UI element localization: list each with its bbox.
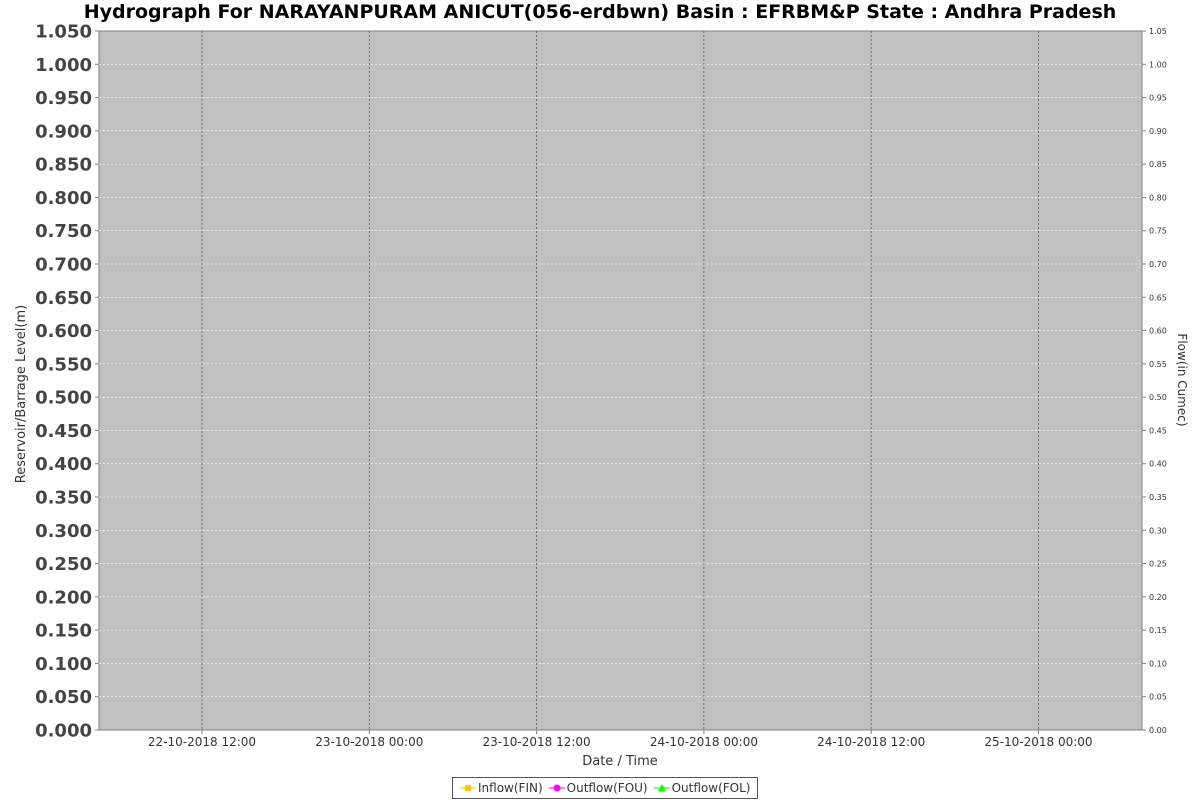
y2-axis-label: Flow(in Cumec) — [1175, 333, 1189, 426]
y2-tick-label: 0.95 — [1149, 94, 1167, 103]
x-tick-label: 22-10-2018 12:00 — [148, 735, 256, 749]
y2-tick-label: 0.85 — [1149, 160, 1167, 169]
y-tick-label: 0.950 — [35, 88, 92, 109]
x-tick-label: 24-10-2018 00:00 — [650, 735, 758, 749]
y-tick-label: 0.750 — [35, 221, 92, 242]
y2-tick-label: 0.60 — [1149, 327, 1167, 336]
y2-tick-label: 0.70 — [1149, 260, 1167, 269]
y-tick-label: 0.900 — [35, 121, 92, 142]
x-axis-label: Date / Time — [582, 754, 658, 769]
y-tick-label: 0.100 — [35, 654, 92, 675]
y-tick-label: 0.200 — [35, 587, 92, 608]
legend-label: Outflow(FOL) — [671, 781, 751, 795]
legend-marker-square-icon — [460, 785, 476, 791]
legend-marker-circle-icon — [548, 784, 565, 792]
y-tick-label: 1.000 — [35, 55, 92, 76]
y-tick-label: 0.600 — [35, 321, 92, 342]
y-tick-label: 0.850 — [35, 155, 92, 176]
y2-tick-label: 0.90 — [1149, 127, 1167, 136]
y2-tick-label: 0.80 — [1149, 193, 1167, 202]
y2-tick-label: 0.35 — [1149, 493, 1167, 502]
y2-tick-label: 0.20 — [1149, 593, 1167, 602]
left-axis-tick-labels: 0.000 0.050 0.100 0.150 0.200 0.250 0.300 0.350… — [35, 22, 99, 742]
x-tick-label: 25-10-2018 00:00 — [984, 735, 1092, 749]
vertical-gridlines — [201, 31, 1039, 730]
y-tick-label: 0.650 — [35, 288, 92, 309]
legend-label: Inflow(FIN) — [478, 781, 543, 795]
y-tick-label: 0.800 — [35, 188, 92, 209]
y-tick-label: 0.300 — [35, 521, 92, 542]
y-tick-label: 0.000 — [35, 721, 92, 742]
x-tick-label: 23-10-2018 00:00 — [315, 735, 423, 749]
y2-tick-label: 0.45 — [1149, 426, 1167, 435]
y-tick-label: 0.450 — [35, 421, 92, 442]
chart-legend: Inflow(FIN) Outflow(FOU) Outflow(FOL) — [452, 777, 759, 799]
y2-tick-label: 0.55 — [1149, 360, 1167, 369]
y-axis-label: Reservoir/Barrage Level(m) — [14, 305, 29, 483]
chart-title: Hydrograph For NARAYANPURAM ANICUT(056-e… — [83, 1, 1117, 23]
legend-marker-triangle-icon — [653, 784, 670, 792]
legend-label: Outflow(FOU) — [566, 781, 648, 795]
legend-entry-outflow-fou: Outflow(FOU) — [548, 781, 648, 795]
y2-tick-label: 0.00 — [1149, 726, 1167, 735]
y-tick-label: 0.150 — [35, 621, 92, 642]
y2-tick-label: 0.25 — [1149, 560, 1167, 569]
y2-tick-label: 1.05 — [1149, 27, 1167, 36]
legend-entry-outflow-fol: Outflow(FOL) — [653, 781, 751, 795]
y2-tick-label: 0.65 — [1149, 293, 1167, 302]
y-tick-label: 0.700 — [35, 255, 92, 276]
horizontal-gridlines — [99, 63, 1142, 698]
y-tick-label: 0.550 — [35, 354, 92, 375]
plot-area — [98, 30, 1143, 731]
y-tick-label: 0.350 — [35, 488, 92, 509]
y2-tick-label: 0.50 — [1149, 393, 1167, 402]
right-axis-tick-labels: 0.00 0.05 0.10 0.15 0.20 0.25 0.30 0.35 0.40 0.45… — [1142, 27, 1167, 735]
y2-tick-label: 0.10 — [1149, 659, 1167, 668]
y2-tick-label: 1.00 — [1149, 60, 1167, 69]
y-tick-label: 1.050 — [35, 22, 92, 43]
x-tick-label: 23-10-2018 12:00 — [483, 735, 591, 749]
y2-tick-label: 0.75 — [1149, 227, 1167, 236]
legend-entry-inflow-fin: Inflow(FIN) — [460, 781, 543, 795]
y-tick-label: 0.400 — [35, 454, 92, 475]
x-tick-label: 24-10-2018 12:00 — [817, 735, 925, 749]
y2-tick-label: 0.30 — [1149, 526, 1167, 535]
y2-tick-label: 0.15 — [1149, 626, 1167, 635]
y2-tick-label: 0.05 — [1149, 693, 1167, 702]
y2-tick-label: 0.40 — [1149, 460, 1167, 469]
y-tick-label: 0.050 — [35, 687, 92, 708]
y-tick-label: 0.250 — [35, 554, 92, 575]
y-tick-label: 0.500 — [35, 388, 92, 409]
x-axis-tick-labels: 22-10-2018 12:00 23-10-2018 00:00 23-10-20… — [148, 730, 1093, 749]
